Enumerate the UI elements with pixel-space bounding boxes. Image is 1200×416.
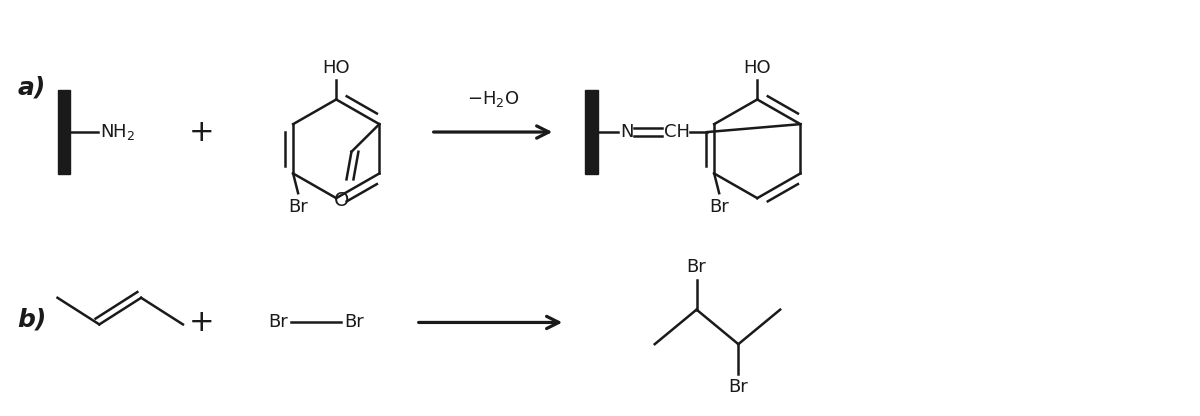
Text: NH$_2$: NH$_2$ <box>101 122 136 142</box>
Text: O: O <box>334 191 349 210</box>
Text: Br: Br <box>269 313 288 332</box>
Text: HO: HO <box>323 59 350 77</box>
Text: Br: Br <box>709 198 730 216</box>
Text: $-$H$_2$O: $-$H$_2$O <box>467 89 520 109</box>
Text: +: + <box>190 118 215 146</box>
Text: Br: Br <box>288 198 308 216</box>
Text: a): a) <box>18 76 46 99</box>
Text: b): b) <box>18 307 47 332</box>
Text: Br: Br <box>686 258 707 276</box>
Bar <box>58 90 71 174</box>
Text: +: + <box>190 308 215 337</box>
Text: Br: Br <box>728 378 749 396</box>
Text: Br: Br <box>344 313 364 332</box>
Text: N: N <box>620 123 634 141</box>
Text: CH: CH <box>664 123 690 141</box>
Bar <box>586 90 598 174</box>
Text: HO: HO <box>744 59 772 77</box>
